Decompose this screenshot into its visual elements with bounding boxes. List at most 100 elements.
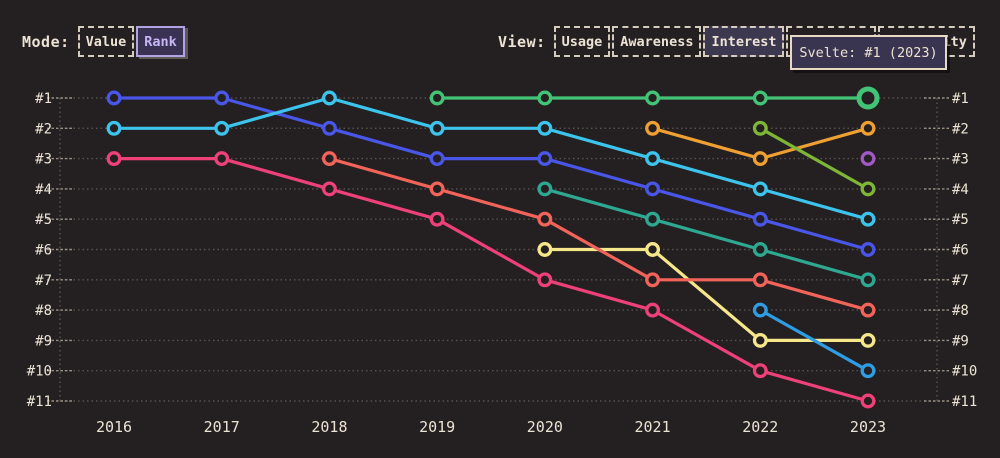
series-line-cyan [112,96,870,221]
rank-label-left-10: #10 [27,364,52,380]
rank-label-right-3: #3 [952,152,969,168]
rank-label-right-7: #7 [952,273,969,289]
rank-label-left-8: #8 [35,303,52,319]
series-line-blue [112,96,870,252]
highlighted-data-point-Svelte-2023[interactable] [856,86,880,110]
year-label-2022: 2022 [742,418,778,436]
series-line-skyblue [758,308,870,373]
data-point-orange-2022[interactable] [752,151,768,167]
rank-label-right-4: #4 [952,182,969,198]
data-point-teal-2022[interactable] [752,242,768,257]
data-point-orange-2021[interactable] [645,120,661,136]
rank-label-right-9: #9 [952,333,969,349]
rank-label-left-7: #7 [35,273,52,289]
rank-label-left-5: #5 [35,212,52,228]
data-point-cyan-2023[interactable] [860,211,876,227]
data-point-pink-2023[interactable] [860,393,876,409]
data-point-salmon-2020[interactable] [537,211,553,227]
rank-label-left-2: #2 [35,121,52,137]
data-point-teal-2021[interactable] [645,211,661,227]
year-label-2021: 2021 [635,418,671,436]
data-point-blue-2020[interactable] [537,151,553,167]
data-point-pink-2019[interactable] [429,211,445,227]
mode-label: Mode: [22,32,70,51]
series-line-lightgreen [758,126,870,191]
data-point-pink-2021[interactable] [645,302,661,318]
data-point-cyan-2020[interactable] [537,120,553,136]
data-point-teal-2020[interactable] [537,181,553,197]
rank-label-right-5: #5 [952,212,969,228]
rank-label-right-10: #10 [952,364,977,380]
data-point-lightgreen-2023[interactable] [860,181,876,197]
rank-label-right-6: #6 [952,243,969,259]
mode-button-group: Value Rank [77,26,187,57]
year-label-2018: 2018 [311,418,347,436]
series-line-pink [112,157,870,403]
tooltip: Svelte: #1 (2023) [790,35,947,70]
data-point-purple-2023[interactable] [860,151,876,167]
data-point-cyan-2019[interactable] [429,120,445,136]
rank-label-right-1: #1 [952,91,969,107]
data-point-Svelte-2022[interactable] [752,90,768,106]
year-label-2016: 2016 [96,418,132,436]
data-point-blue-2018[interactable] [321,120,337,136]
mode-button-rank[interactable]: Rank [136,26,185,57]
data-point-pink-2020[interactable] [537,272,553,288]
data-point-Svelte-2021[interactable] [645,90,661,106]
data-point-cyan-2021[interactable] [645,151,661,167]
data-point-yellow-2021[interactable] [645,242,661,257]
data-point-salmon-2022[interactable] [752,272,768,288]
data-point-Svelte-2019[interactable] [429,90,445,106]
view-button-awareness[interactable]: Awareness [612,26,702,57]
year-label-2017: 2017 [204,418,240,436]
data-point-blue-2017[interactable] [214,90,230,106]
data-point-teal-2023[interactable] [860,272,876,288]
data-point-skyblue-2022[interactable] [752,302,768,318]
data-point-cyan-2018[interactable] [321,90,337,106]
data-point-salmon-2021[interactable] [645,272,661,288]
data-point-skyblue-2023[interactable] [860,363,876,379]
mode-control: Mode: Value Rank [22,26,187,57]
year-label-2019: 2019 [419,418,455,436]
data-point-Svelte-2020[interactable] [537,90,553,106]
data-point-cyan-2022[interactable] [752,181,768,197]
data-point-pink-2022[interactable] [752,363,768,379]
rank-label-right-11: #11 [952,394,977,410]
series-line-teal [543,187,870,282]
mode-button-value[interactable]: Value [77,26,135,57]
rank-label-left-4: #4 [35,182,52,198]
data-point-blue-2021[interactable] [645,181,661,197]
series-line-salmon [327,157,870,312]
data-point-yellow-2023[interactable] [860,332,876,348]
year-label-2020: 2020 [527,418,563,436]
year-label-2023: 2023 [850,418,886,436]
data-point-salmon-2019[interactable] [429,181,445,197]
data-point-lightgreen-2022[interactable] [752,120,768,136]
rank-label-right-2: #2 [952,121,969,137]
data-point-pink-2016[interactable] [106,151,122,167]
view-button-interest[interactable]: Interest [703,26,785,57]
rank-label-left-11: #11 [27,394,52,410]
data-point-pink-2017[interactable] [214,151,230,167]
rank-label-left-6: #6 [35,243,52,259]
data-point-blue-2022[interactable] [752,211,768,227]
rank-label-right-8: #8 [952,303,969,319]
data-point-yellow-2022[interactable] [752,332,768,348]
rank-label-left-1: #1 [35,91,52,107]
rank-label-left-3: #3 [35,152,52,168]
view-button-usage[interactable]: Usage [553,26,611,57]
data-point-pink-2018[interactable] [321,181,337,197]
rank-label-left-9: #9 [35,333,52,349]
data-point-blue-2019[interactable] [429,151,445,167]
data-point-blue-2023[interactable] [860,242,876,257]
data-point-salmon-2023[interactable] [860,302,876,318]
data-point-salmon-2018[interactable] [321,151,337,167]
data-point-yellow-2020[interactable] [537,242,553,257]
data-point-orange-2023[interactable] [860,120,876,136]
data-point-cyan-2016[interactable] [106,120,122,136]
view-label: View: [498,32,546,51]
data-point-cyan-2017[interactable] [214,120,230,136]
data-point-blue-2016[interactable] [106,90,122,106]
